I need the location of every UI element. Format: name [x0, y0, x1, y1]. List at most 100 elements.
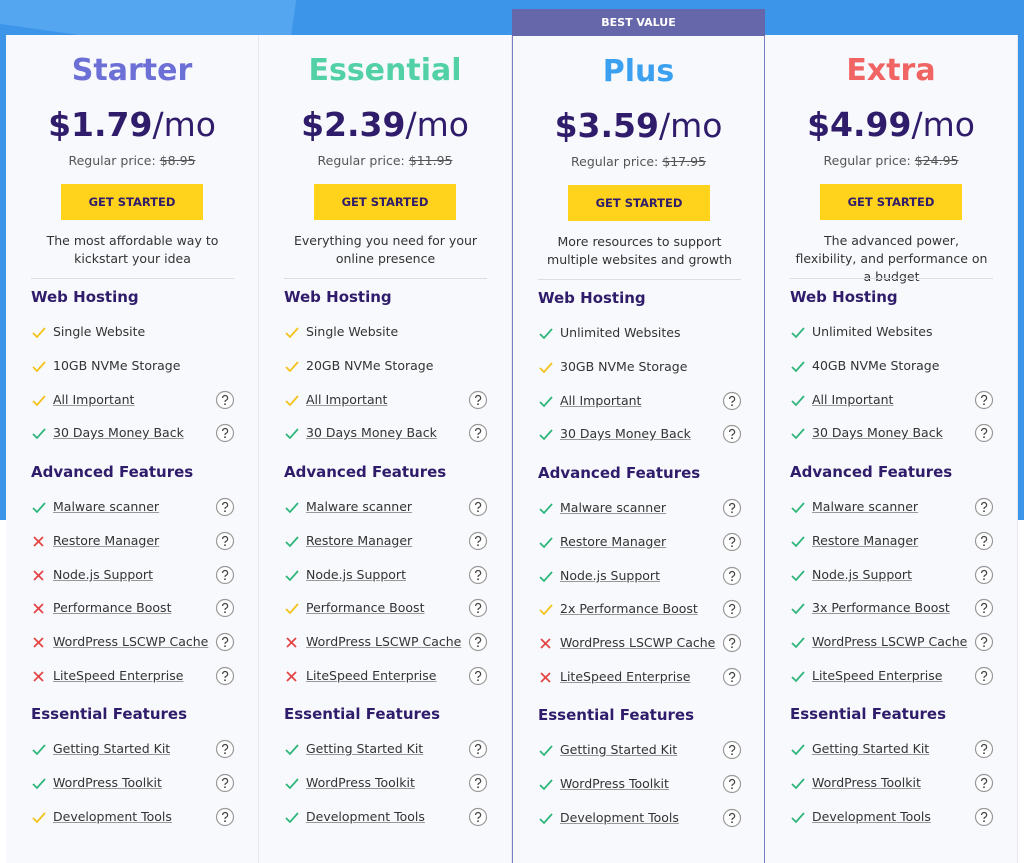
status-icon — [791, 603, 805, 615]
status-icon — [791, 570, 805, 582]
feature-text: WordPress Toolkit — [306, 775, 415, 790]
section-title: Essential Features — [538, 706, 695, 724]
plan-description: More resources to support multiple websi… — [547, 234, 732, 267]
price-unit: /mo — [405, 105, 469, 144]
status-icon — [539, 745, 553, 757]
help-icon — [215, 807, 235, 827]
section-title: Web Hosting — [538, 289, 646, 307]
feature-text: All Important — [560, 393, 642, 408]
status-icon — [791, 778, 805, 790]
help-icon — [215, 773, 235, 793]
status-icon — [32, 502, 46, 514]
feature-text: All Important — [53, 392, 135, 407]
regular-label: Regular price: — [823, 153, 911, 168]
help-icon — [468, 565, 488, 585]
section-title: Advanced Features — [284, 463, 447, 481]
get-started-button[interactable]: GET STARTED — [314, 184, 456, 220]
price: $3.59/mo — [513, 106, 764, 145]
section-title: Advanced Features — [31, 463, 194, 481]
price-unit: /mo — [911, 105, 975, 144]
feature-text: Malware scanner — [812, 499, 919, 514]
feature-text: Getting Started Kit — [306, 741, 424, 756]
section-title: Web Hosting — [284, 288, 392, 306]
help-icon — [215, 739, 235, 759]
feature-text: 30GB NVMe Storage — [560, 359, 688, 374]
feature-text: Getting Started Kit — [560, 742, 678, 757]
old-price: $17.95 — [662, 154, 706, 169]
feature-text: Unlimited Websites — [560, 325, 681, 340]
regular-label: Regular price: — [571, 154, 659, 169]
help-icon — [468, 807, 488, 827]
feature-text: LiteSpeed Enterprise — [306, 668, 437, 683]
status-icon — [791, 395, 805, 407]
feature-text: Unlimited Websites — [812, 324, 933, 339]
feature-text: LiteSpeed Enterprise — [560, 669, 691, 684]
feature-text: WordPress LSCWP Cache — [812, 634, 968, 649]
status-icon — [33, 671, 44, 682]
status-icon — [285, 327, 299, 339]
regular-price: Regular price: $8.95 — [6, 153, 258, 168]
status-icon — [791, 361, 805, 373]
get-started-button[interactable]: GET STARTED — [568, 185, 710, 221]
get-started-button[interactable]: GET STARTED — [820, 184, 962, 220]
status-icon — [540, 638, 551, 649]
help-icon — [974, 423, 994, 443]
feature-text: Restore Manager — [53, 533, 160, 548]
help-icon — [468, 666, 488, 686]
feature-text: WordPress Toolkit — [560, 776, 669, 791]
feature-text: Restore Manager — [306, 533, 413, 548]
feature-text: LiteSpeed Enterprise — [53, 668, 184, 683]
plan-column: Essential $2.39/mo Regular price: $11.95 GET… — [259, 35, 512, 863]
status-icon — [539, 604, 553, 616]
feature-text: 30 Days Money Back — [812, 425, 943, 440]
section-title: Essential Features — [31, 705, 188, 723]
help-icon — [974, 666, 994, 686]
feature-text: Malware scanner — [53, 499, 160, 514]
status-icon — [540, 672, 551, 683]
feature-text: Getting Started Kit — [812, 741, 930, 756]
feature-text: 3x Performance Boost — [812, 600, 950, 615]
status-icon — [32, 428, 46, 440]
feature-text: WordPress LSCWP Cache — [53, 634, 209, 649]
status-icon — [539, 328, 553, 340]
plan-column: BEST VALUE Plus $3.59/mo Regular price: $17.… — [512, 9, 765, 863]
feature-text: 30 Days Money Back — [306, 425, 437, 440]
help-icon — [974, 531, 994, 551]
status-icon — [33, 536, 44, 547]
status-icon — [539, 396, 553, 408]
plan-column: Starter $1.79/mo Regular price: $8.95 GET ST… — [6, 35, 259, 863]
status-icon — [32, 812, 46, 824]
status-icon — [285, 395, 299, 407]
get-started-button[interactable]: GET STARTED — [61, 184, 203, 220]
plan-name: Essential — [308, 53, 462, 88]
status-icon — [285, 536, 299, 548]
plan-column: Extra $4.99/mo Regular price: $24.95 GET STA… — [765, 35, 1018, 863]
status-icon — [32, 395, 46, 407]
status-icon — [32, 744, 46, 756]
price-unit: /mo — [658, 106, 723, 145]
status-icon — [539, 779, 553, 791]
help-icon — [722, 424, 742, 444]
feature-text: Single Website — [53, 324, 146, 339]
feature-text: Performance Boost — [306, 600, 425, 615]
status-icon — [539, 571, 553, 583]
help-icon — [215, 666, 235, 686]
help-icon — [468, 773, 488, 793]
help-icon — [722, 667, 742, 687]
feature-text: Node.js Support — [560, 568, 660, 583]
status-icon — [285, 812, 299, 824]
feature-text: LiteSpeed Enterprise — [812, 668, 943, 683]
regular-price: Regular price: $17.95 — [513, 154, 764, 169]
feature-text: Development Tools — [812, 809, 931, 824]
feature-text: Malware scanner — [306, 499, 413, 514]
plan-name: Plus — [602, 54, 675, 89]
help-icon — [974, 632, 994, 652]
regular-label: Regular price: — [317, 153, 405, 168]
section-title: Essential Features — [284, 705, 441, 723]
feature-text: Malware scanner — [560, 500, 667, 515]
regular-price: Regular price: $24.95 — [765, 153, 1017, 168]
help-icon — [468, 390, 488, 410]
old-price: $11.95 — [408, 153, 453, 168]
feature-text: WordPress LSCWP Cache — [306, 634, 462, 649]
status-icon — [791, 637, 805, 649]
